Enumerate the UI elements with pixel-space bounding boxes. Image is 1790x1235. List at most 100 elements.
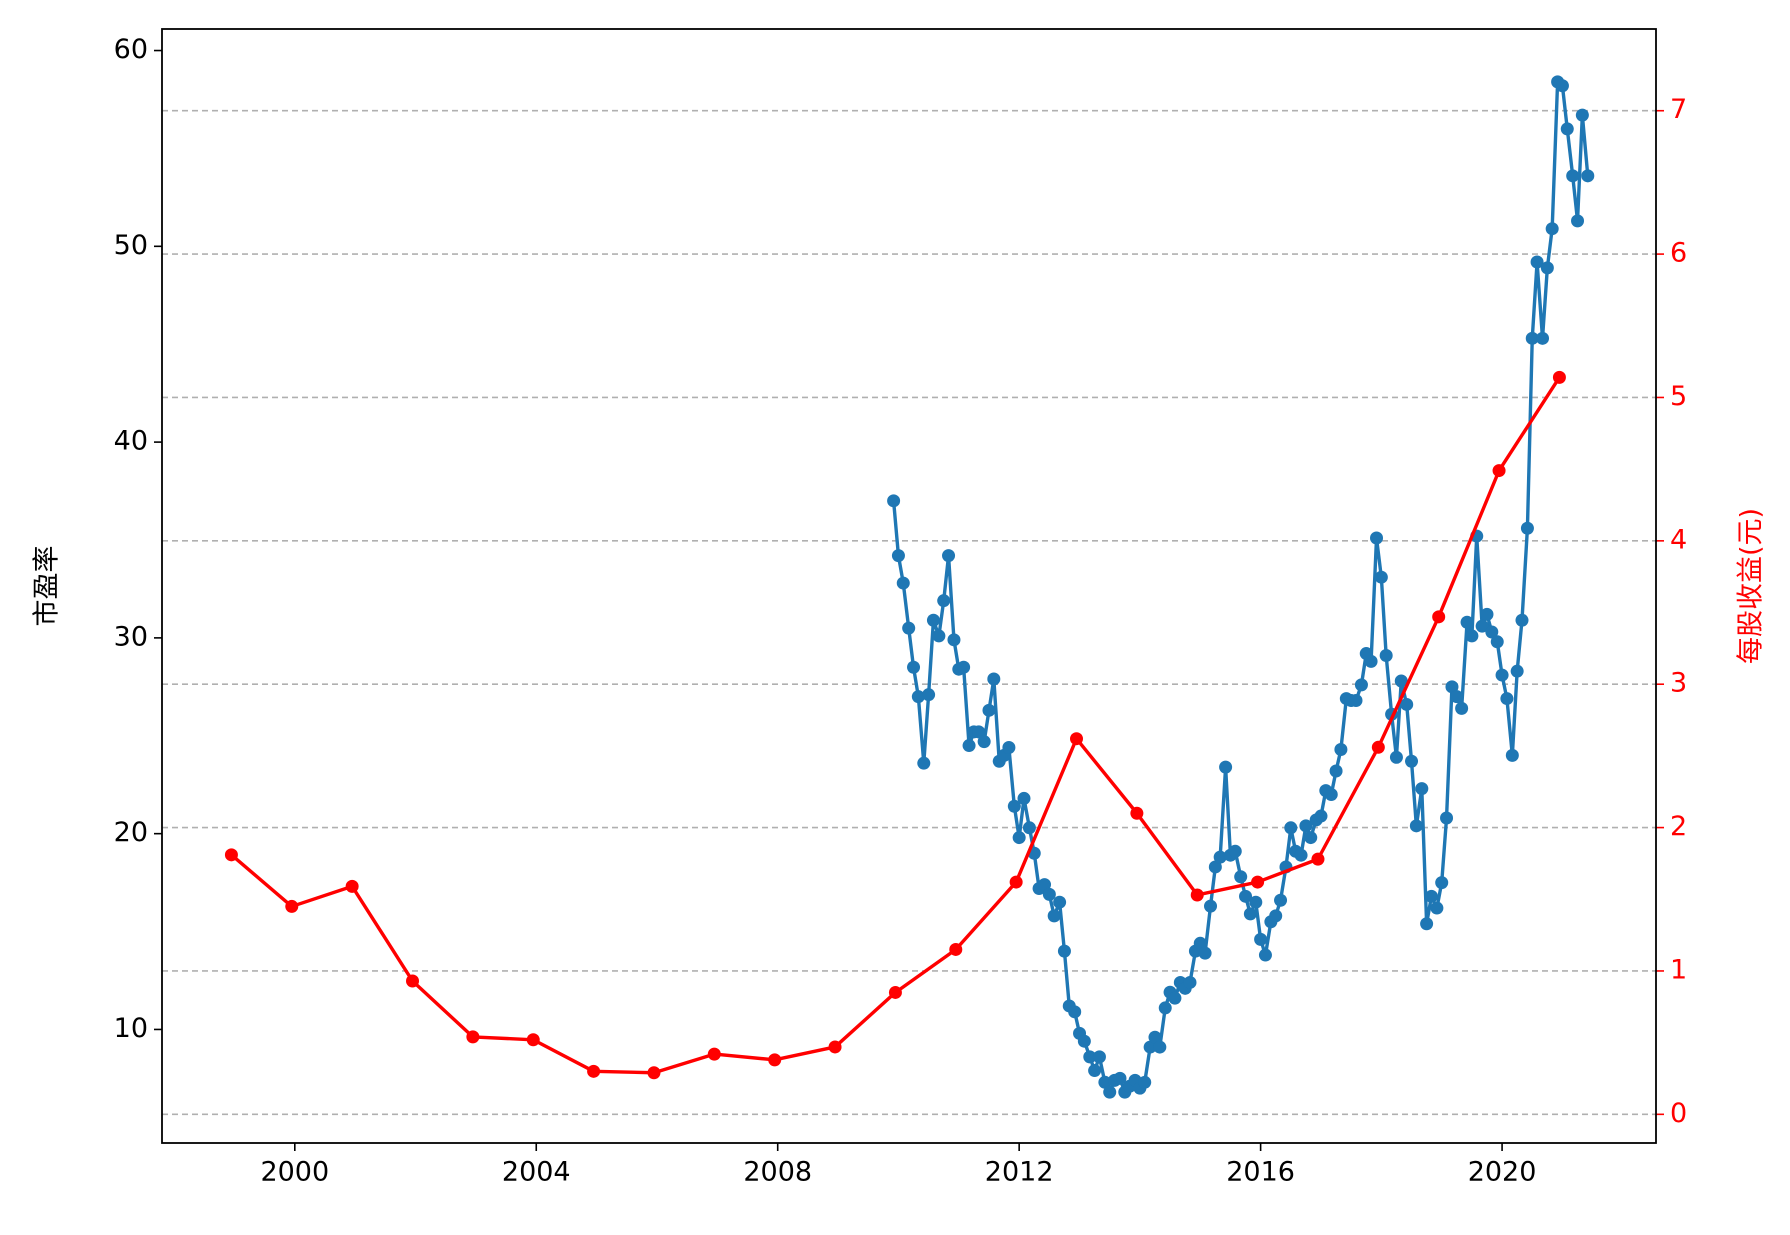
point xyxy=(345,879,359,893)
point xyxy=(1424,889,1438,903)
point xyxy=(1581,169,1595,183)
point xyxy=(922,688,936,702)
point xyxy=(1249,895,1263,909)
point xyxy=(828,1040,842,1054)
point xyxy=(1047,909,1061,923)
point xyxy=(1143,1040,1157,1054)
y2-tick-label: 4 xyxy=(1670,524,1687,555)
point xyxy=(1314,809,1328,823)
point xyxy=(1053,895,1067,909)
point xyxy=(1420,917,1434,931)
point xyxy=(1038,878,1052,892)
point xyxy=(1254,932,1268,946)
point xyxy=(1415,782,1429,796)
y2-tick-label: 5 xyxy=(1670,381,1687,412)
point xyxy=(1349,694,1363,708)
point xyxy=(962,739,976,753)
point xyxy=(1530,255,1544,269)
point xyxy=(1400,697,1414,711)
point xyxy=(1450,690,1464,704)
point xyxy=(1520,521,1534,535)
x-tick-label: 2020 xyxy=(1468,1157,1537,1188)
point xyxy=(1239,889,1253,903)
point xyxy=(1294,848,1308,862)
point xyxy=(907,660,921,674)
point xyxy=(1204,899,1218,913)
x-tick-label: 2016 xyxy=(1226,1157,1295,1188)
y-tick-label: 30 xyxy=(114,621,148,652)
point xyxy=(224,848,238,862)
y-tick-label: 50 xyxy=(114,230,148,261)
point xyxy=(1495,668,1509,682)
point xyxy=(1389,750,1403,764)
point xyxy=(1213,850,1227,864)
y-tick-label: 60 xyxy=(114,34,148,65)
point xyxy=(1525,331,1539,345)
point xyxy=(1370,531,1384,545)
point xyxy=(587,1064,601,1078)
plot-frame xyxy=(161,28,1657,1144)
point xyxy=(1555,79,1569,93)
point xyxy=(1515,613,1529,627)
point xyxy=(1083,1050,1097,1064)
y2-tick-label: 7 xyxy=(1670,94,1687,125)
point xyxy=(1329,764,1343,778)
x-tick-label: 2004 xyxy=(502,1157,571,1188)
point xyxy=(1364,654,1378,668)
point xyxy=(1455,701,1469,715)
point xyxy=(1219,760,1233,774)
point xyxy=(1432,610,1446,624)
point xyxy=(1299,819,1313,833)
point xyxy=(947,633,961,647)
point xyxy=(1042,887,1056,901)
point xyxy=(1002,741,1016,755)
point xyxy=(987,672,1001,686)
point xyxy=(972,725,986,739)
series-line xyxy=(891,80,1590,1094)
point xyxy=(1354,678,1368,692)
point xyxy=(1009,875,1023,889)
point xyxy=(1490,635,1504,649)
y2-tick-label: 0 xyxy=(1670,1098,1687,1129)
point xyxy=(1158,1001,1172,1015)
point xyxy=(1560,122,1574,136)
point xyxy=(1251,875,1265,889)
y-tick-label: 10 xyxy=(114,1013,148,1044)
point xyxy=(1284,821,1298,835)
point xyxy=(1088,1064,1102,1078)
point xyxy=(888,985,902,999)
point xyxy=(957,660,971,674)
y2-tick-label: 6 xyxy=(1670,238,1687,269)
point xyxy=(1374,570,1388,584)
point xyxy=(1113,1071,1127,1085)
point xyxy=(1324,788,1338,802)
point xyxy=(1190,888,1204,902)
point xyxy=(1545,222,1559,236)
point xyxy=(1505,748,1519,762)
point xyxy=(1057,944,1071,958)
point xyxy=(1138,1075,1152,1089)
point xyxy=(917,756,931,770)
point xyxy=(1480,607,1494,621)
point xyxy=(1068,1005,1082,1019)
point xyxy=(1130,806,1144,820)
point xyxy=(1243,907,1257,921)
point xyxy=(1475,619,1489,633)
point xyxy=(1379,649,1393,663)
point xyxy=(891,549,905,563)
point xyxy=(1575,108,1589,122)
point xyxy=(1571,214,1585,228)
point xyxy=(1012,831,1026,845)
point xyxy=(1017,791,1031,805)
point xyxy=(1153,1040,1167,1054)
point xyxy=(911,690,925,704)
point xyxy=(1485,625,1499,639)
point xyxy=(1148,1030,1162,1044)
point xyxy=(1092,1050,1106,1064)
point xyxy=(1405,754,1419,768)
x-tick-label: 2000 xyxy=(260,1157,329,1188)
point xyxy=(1274,893,1288,907)
point xyxy=(1510,664,1524,678)
y-axis-label: 市盈率 xyxy=(32,546,63,627)
point xyxy=(977,735,991,749)
